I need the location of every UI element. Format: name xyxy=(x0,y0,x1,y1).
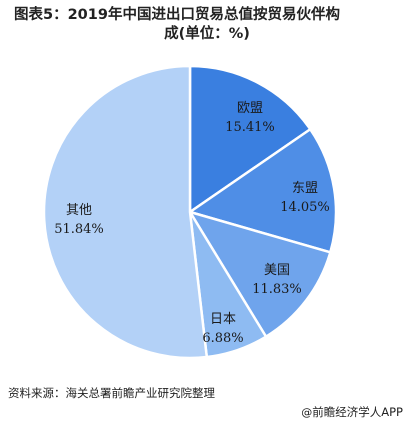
slice-value-label-4: 51.84% xyxy=(54,222,104,237)
brand-name: 前瞻经济学人APP xyxy=(312,405,403,419)
slice-value-label-0: 15.41% xyxy=(225,120,275,135)
chart-title-line1: 图表5：2019年中国进出口贸易总值按贸易伙伴构 xyxy=(14,7,340,23)
slice-value-label-3: 6.88% xyxy=(202,331,243,346)
pie-slice-2 xyxy=(188,210,332,338)
source-note: 资料来源：海关总署前瞻产业研究院整理 xyxy=(8,386,215,400)
pie-slice-4 xyxy=(42,64,209,360)
chart-title: 图表5：2019年中国进出口贸易总值按贸易伙伴构 成(单位：%) xyxy=(14,6,400,44)
slice-name-label-2: 美国 xyxy=(264,263,290,278)
slice-name-label-1: 东盟 xyxy=(292,181,318,196)
slice-value-label-2: 11.83% xyxy=(252,282,302,297)
slice-value-label-1: 14.05% xyxy=(280,200,330,215)
slice-name-label-3: 日本 xyxy=(210,312,236,327)
at-icon: @ xyxy=(301,406,313,419)
slice-name-label-0: 欧盟 xyxy=(237,101,263,116)
pie-slice-0 xyxy=(188,64,312,214)
chart-title-line2: 成(单位：%) xyxy=(164,26,250,42)
brand-credit: @前瞻经济学人APP xyxy=(301,404,403,420)
slice-name-label-4: 其他 xyxy=(66,203,92,218)
